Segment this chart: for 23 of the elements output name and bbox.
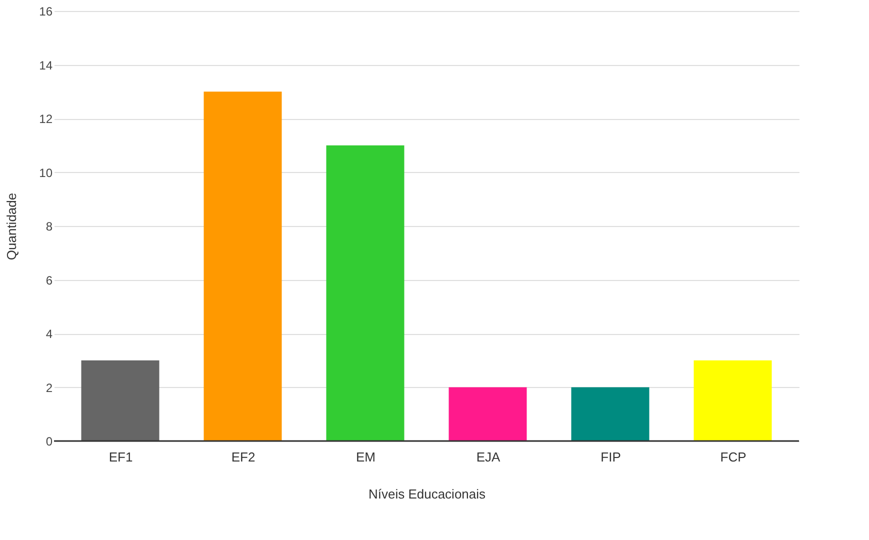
bar	[81, 360, 160, 441]
y-tick-label: 2	[46, 380, 53, 395]
x-axis-title: Níveis Educacionais	[368, 486, 486, 502]
y-tick-label: 4	[46, 327, 53, 341]
y-tick-label: 8	[46, 220, 53, 234]
y-tick-label: 6	[46, 273, 53, 288]
bar	[448, 387, 527, 441]
x-tick-label: EF2	[231, 450, 256, 464]
y-tick-label: 12	[39, 112, 53, 126]
y-tick-label: 14	[39, 58, 53, 72]
y-axis-title: Quantidade	[4, 192, 20, 260]
x-tick-label: EJA	[476, 450, 500, 464]
y-tick-label: 10	[39, 166, 53, 180]
bar	[694, 360, 772, 441]
bar	[204, 92, 282, 441]
x-tick-label: EF1	[108, 450, 133, 464]
bar	[571, 387, 650, 441]
y-tick-label: 16	[39, 4, 53, 18]
bar	[326, 145, 404, 441]
y-tick-label: 0	[46, 434, 53, 448]
x-tick-label: EM	[356, 450, 376, 464]
x-tick-label: FCP	[720, 450, 746, 464]
x-tick-label: FIP	[600, 450, 621, 464]
